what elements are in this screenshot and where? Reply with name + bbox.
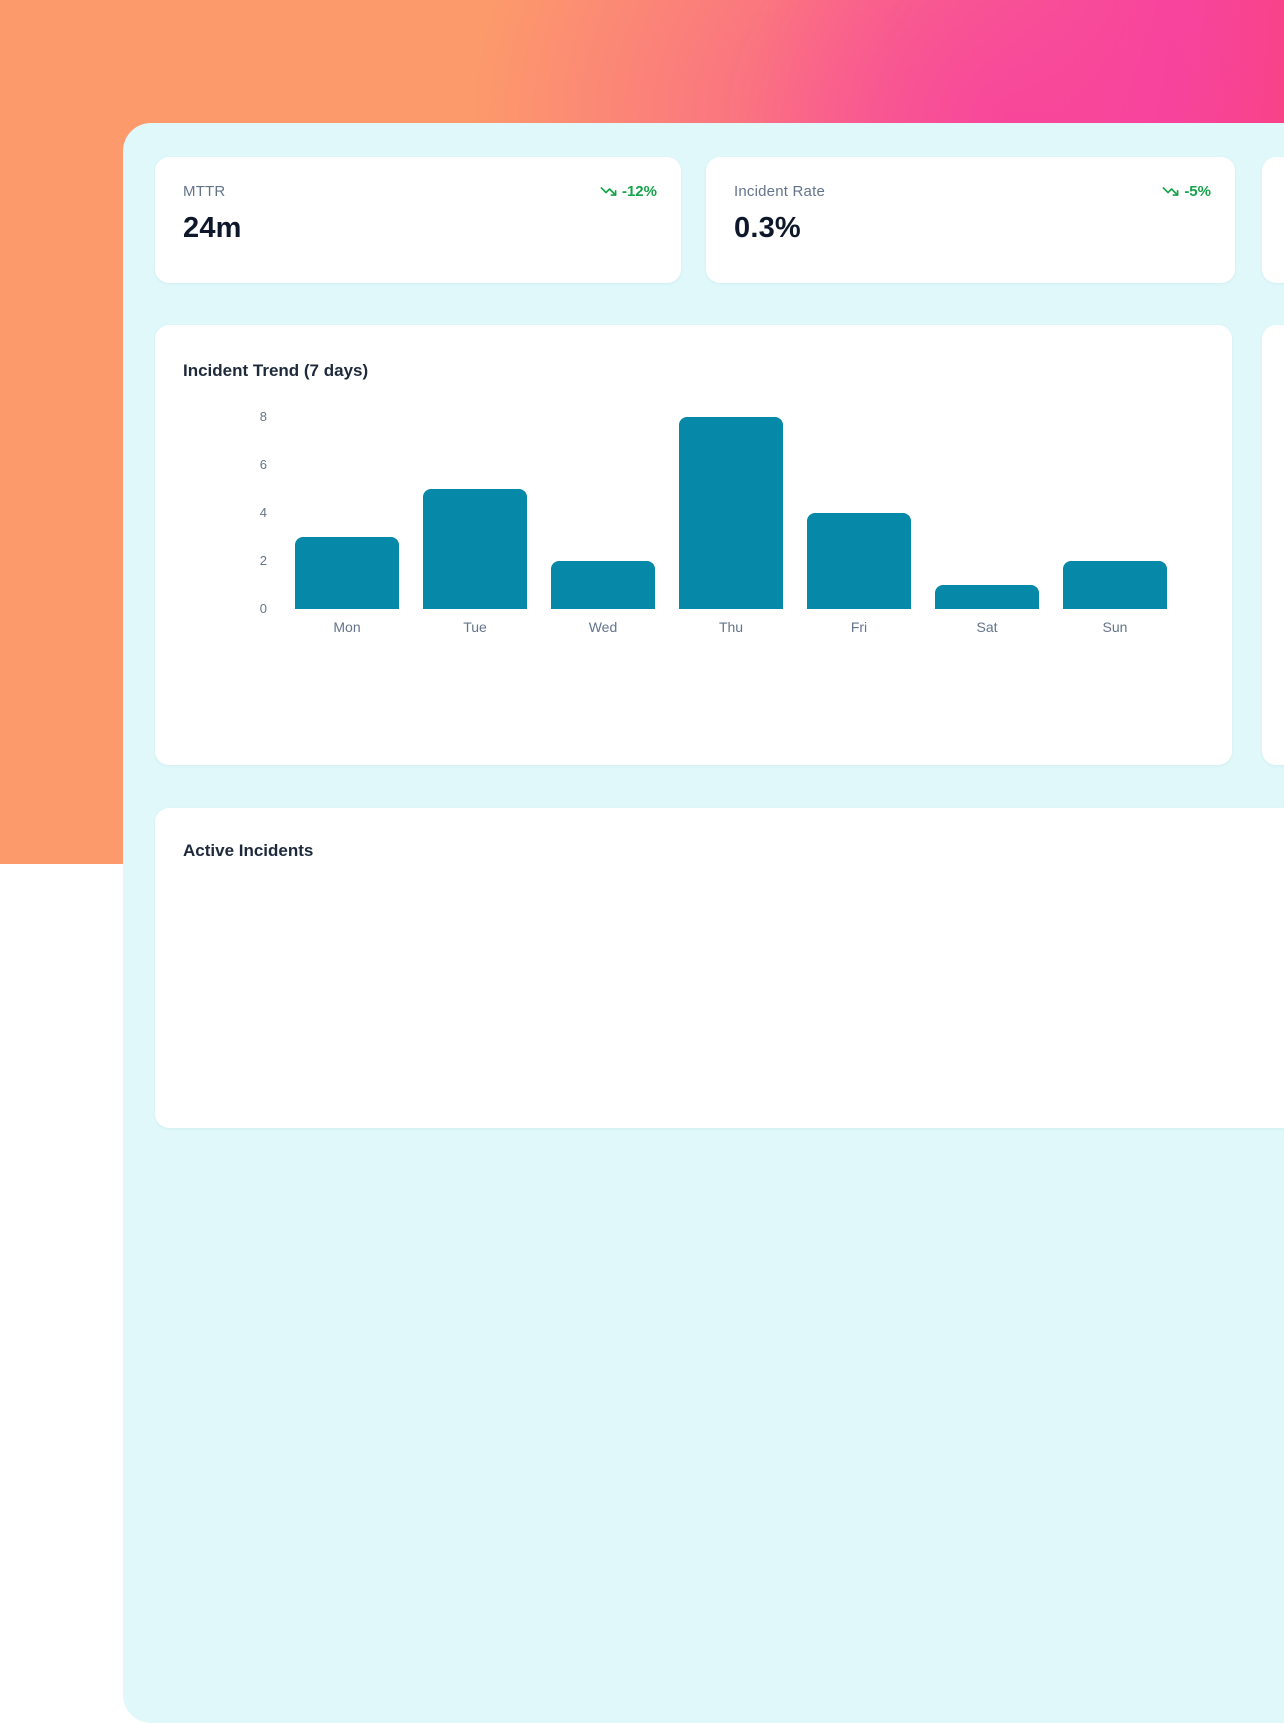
metric-card-mttr: MTTR -12% 24m bbox=[155, 157, 681, 283]
x-axis-label-fri: Fri bbox=[850, 619, 868, 635]
bar-sat[interactable] bbox=[935, 585, 1039, 609]
metric-trend-value: -12% bbox=[621, 183, 657, 200]
metrics-row: MTTR -12% 24m Incident Rate bbox=[155, 157, 1284, 283]
metric-trend-badge: -5% bbox=[1162, 183, 1211, 200]
bar-tue[interactable] bbox=[423, 489, 527, 609]
x-axis-label-sat: Sat bbox=[976, 619, 998, 635]
y-axis-tick-2: 2 bbox=[259, 553, 267, 568]
bar-chart: 0 2 4 6 8 Mon Tue Wed Thu Fri Sat Sun bbox=[260, 409, 1179, 635]
bar-mon[interactable] bbox=[295, 537, 399, 609]
metric-trend-value: -5% bbox=[1184, 183, 1211, 200]
active-incidents-card: Active Incidents bbox=[155, 808, 1284, 1128]
metric-card-header: Incident Rate -5% bbox=[734, 183, 1211, 200]
trending-down-icon bbox=[1162, 183, 1179, 200]
bar-wed[interactable] bbox=[551, 561, 655, 609]
y-axis-tick-0: 0 bbox=[259, 601, 267, 616]
side-card-partial bbox=[1262, 325, 1284, 765]
x-axis-label-mon: Mon bbox=[333, 619, 361, 635]
chart-title: Incident Trend (7 days) bbox=[183, 361, 369, 380]
metric-value: 24m bbox=[183, 212, 242, 244]
bar-slot-sun bbox=[1051, 561, 1179, 609]
x-axis-label-tue: Tue bbox=[463, 619, 487, 635]
active-incidents-title: Active Incidents bbox=[183, 841, 314, 860]
bar-slot-sat bbox=[923, 585, 1051, 609]
trending-down-icon bbox=[600, 183, 617, 200]
bar-slot-fri bbox=[795, 513, 923, 609]
metric-value: 0.3% bbox=[734, 212, 801, 244]
bar-slot-thu bbox=[667, 417, 795, 609]
x-axis-label-sun: Sun bbox=[1102, 619, 1128, 635]
charts-row: Incident Trend (7 days) 0 2 4 6 8 Mon Tue Wed Th… bbox=[155, 325, 1284, 765]
metric-card-incident-rate: Incident Rate -5% 0.3% bbox=[706, 157, 1235, 283]
incidents-row: Active Incidents bbox=[155, 808, 1284, 1128]
metric-trend-badge: -12% bbox=[600, 183, 657, 200]
y-axis-tick-8: 8 bbox=[259, 409, 267, 424]
x-axis-label-thu: Thu bbox=[718, 619, 744, 635]
metric-card-partial bbox=[1262, 157, 1284, 283]
bar-sun[interactable] bbox=[1063, 561, 1167, 609]
bar-slot-tue bbox=[411, 489, 539, 609]
y-axis-tick-6: 6 bbox=[259, 457, 267, 472]
metric-label: Incident Rate bbox=[734, 183, 825, 200]
bar-fri[interactable] bbox=[807, 513, 911, 609]
metric-label: MTTR bbox=[183, 183, 226, 200]
bar-slot-wed bbox=[539, 561, 667, 609]
bar-slot-mon bbox=[283, 537, 411, 609]
dashboard-panel: MTTR -12% 24m Incident Rate bbox=[123, 123, 1284, 1723]
bar-thu[interactable] bbox=[679, 417, 783, 609]
metric-card-header: MTTR -12% bbox=[183, 183, 657, 200]
y-axis-tick-4: 4 bbox=[259, 505, 267, 520]
x-axis-label-wed: Wed bbox=[588, 619, 618, 635]
incident-trend-card: Incident Trend (7 days) 0 2 4 6 8 Mon Tue Wed Th… bbox=[155, 325, 1232, 765]
